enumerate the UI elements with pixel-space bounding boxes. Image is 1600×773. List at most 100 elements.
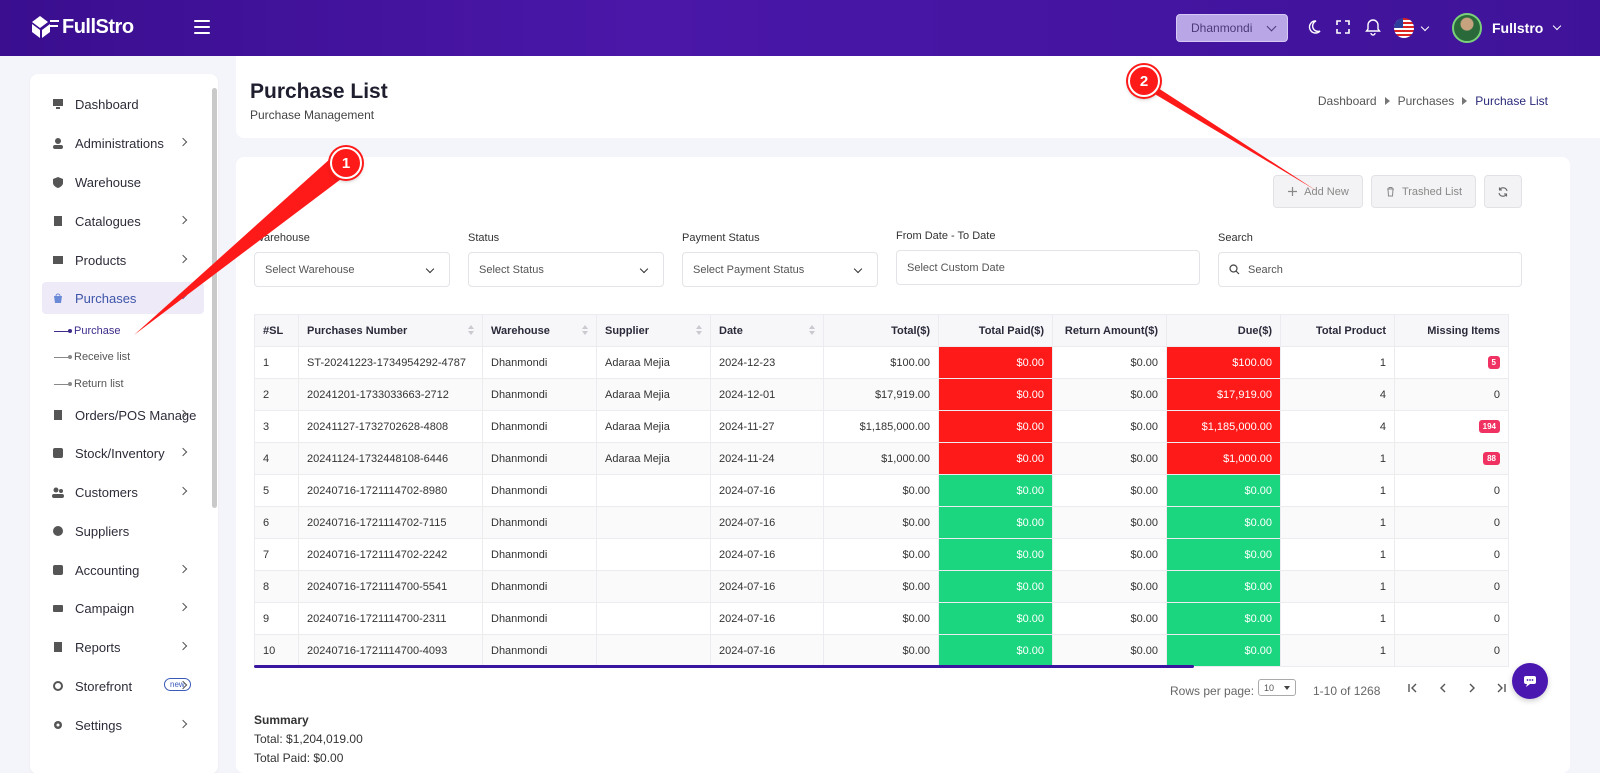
dark-mode-moon-icon[interactable]: [1305, 18, 1325, 38]
table-row[interactable]: 5 20240716-1721114702-8980 Dhanmondi 2024-0…: [254, 474, 1509, 507]
column-header-total-paid[interactable]: Total Paid($): [938, 314, 1053, 347]
rows-per-page-select[interactable]: 10: [1258, 679, 1296, 696]
menu-toggle-icon[interactable]: [194, 20, 210, 34]
us-flag-icon[interactable]: [1394, 18, 1414, 38]
sidebar-item-products[interactable]: Products: [42, 244, 204, 276]
avatar[interactable]: [1452, 13, 1482, 43]
chevron-down-icon[interactable]: [1552, 21, 1562, 31]
cell-missing-items: 88: [1394, 442, 1509, 475]
sidebar-item-reports[interactable]: Reports: [42, 631, 204, 663]
chevron-right-icon: [178, 719, 188, 729]
breadcrumb-separator-icon: [1462, 97, 1468, 105]
sidebar-item-campaign[interactable]: Campaign: [42, 592, 204, 624]
fullscreen-icon[interactable]: [1334, 18, 1354, 38]
table-row[interactable]: 2 20241201-1733033663-2712 Dhanmondi Adaraa…: [254, 378, 1509, 411]
breadcrumb-separator-icon: [1384, 97, 1390, 105]
table-row[interactable]: 9 20240716-1721114700-2311 Dhanmondi 2024-0…: [254, 602, 1509, 635]
cell-return-amount: $0.00: [1052, 378, 1167, 411]
table-row[interactable]: 10 20240716-1721114700-4093 Dhanmondi 2024-…: [254, 634, 1509, 667]
cell-warehouse: Dhanmondi: [482, 506, 597, 539]
warehouse-switcher[interactable]: Dhanmondi: [1176, 14, 1288, 42]
column-header-date[interactable]: Date: [710, 314, 824, 347]
table-row[interactable]: 8 20240716-1721114700-5541 Dhanmondi 2024-0…: [254, 570, 1509, 603]
sidebar-subitem-receive-list[interactable]: Receive list: [54, 347, 130, 367]
previous-page-icon[interactable]: [1436, 681, 1450, 695]
breadcrumb-item-dashboard[interactable]: Dashboard: [1317, 94, 1377, 108]
column-header-sl[interactable]: #SL: [254, 314, 299, 347]
table-header-row: #SL Purchases Number Warehouse Supplier …: [254, 314, 1509, 347]
refresh-icon: [1498, 186, 1508, 197]
chevron-right-icon: [178, 641, 188, 651]
add-new-button[interactable]: Add New: [1273, 175, 1363, 208]
status-filter-select[interactable]: Select Status: [468, 252, 664, 287]
table-row[interactable]: 6 20240716-1721114702-7115 Dhanmondi 2024-0…: [254, 506, 1509, 539]
payment-status-filter-select[interactable]: Select Payment Status: [682, 252, 878, 287]
cell-total-paid: $0.00: [938, 378, 1053, 411]
first-page-icon[interactable]: [1406, 681, 1420, 695]
table-row[interactable]: 1 ST-20241223-1734954292-4787 Dhanmondi Ada…: [254, 346, 1509, 379]
sort-icon: [582, 325, 588, 337]
sidebar-item-dashboard[interactable]: Dashboard: [42, 88, 204, 120]
cell-purchases-number: 20240716-1721114700-4093: [298, 634, 483, 667]
chevron-down-icon[interactable]: [1420, 22, 1430, 32]
sidebar-item-administrations[interactable]: Administrations: [42, 127, 204, 159]
sort-icon: [468, 325, 474, 337]
trash-icon: [1386, 187, 1394, 197]
cell-total-paid: $0.00: [938, 506, 1053, 539]
cell-missing-items: 0: [1394, 634, 1509, 667]
sidebar-subitem-purchase[interactable]: Purchase: [54, 321, 120, 341]
column-header-due[interactable]: Due($): [1166, 314, 1281, 347]
sidebar-item-warehouse[interactable]: Warehouse: [42, 166, 204, 198]
sidebar-item-catalogues[interactable]: Catalogues: [42, 205, 204, 237]
sidebar-item-storefront[interactable]: Storefront new: [42, 670, 204, 702]
app-logo[interactable]: FullStro: [30, 14, 134, 40]
cell-warehouse: Dhanmondi: [482, 442, 597, 475]
table-row[interactable]: 3 20241127-1732702628-4808 Dhanmondi Adaraa…: [254, 410, 1509, 443]
table-row[interactable]: 4 20241124-1732448108-6446 Dhanmondi Adaraa…: [254, 442, 1509, 475]
column-header-warehouse[interactable]: Warehouse: [482, 314, 597, 347]
sidebar-item-settings[interactable]: Settings: [42, 709, 204, 741]
stock-icon: [52, 447, 64, 459]
cell-sl: 3: [254, 410, 299, 443]
next-page-icon[interactable]: [1465, 681, 1479, 695]
search-input[interactable]: Search: [1218, 252, 1522, 287]
cell-due: $0.00: [1166, 570, 1281, 603]
warehouse-filter-select[interactable]: Select Warehouse: [254, 252, 450, 287]
breadcrumb-item-purchases[interactable]: Purchases: [1397, 94, 1455, 108]
trashed-list-button[interactable]: Trashed List: [1371, 175, 1476, 208]
table-row[interactable]: 7 20240716-1721114702-2242 Dhanmondi 2024-0…: [254, 538, 1509, 571]
sidebar-item-customers[interactable]: Customers: [42, 476, 204, 508]
store-icon: [52, 680, 64, 692]
summary-total-paid: Total Paid: $0.00: [254, 751, 344, 765]
sidebar-item-purchases[interactable]: Purchases: [42, 282, 204, 314]
chat-button[interactable]: [1512, 663, 1548, 699]
sidebar-scrollbar[interactable]: [212, 88, 217, 508]
column-header-label: Purchases Number: [307, 324, 408, 337]
notification-bell-icon[interactable]: [1364, 18, 1384, 38]
column-header-purchases-number[interactable]: Purchases Number: [298, 314, 483, 347]
column-header-supplier[interactable]: Supplier: [596, 314, 711, 347]
username[interactable]: Fullstro: [1492, 20, 1544, 36]
cell-total: $17,919.00: [823, 378, 939, 411]
add-new-label: Add New: [1304, 185, 1349, 198]
sidebar-item-suppliers[interactable]: Suppliers: [42, 515, 204, 547]
column-header-total[interactable]: Total($): [823, 314, 939, 347]
sidebar-item-accounting[interactable]: Accounting: [42, 554, 204, 586]
refresh-button[interactable]: [1484, 175, 1522, 208]
column-header-total-product[interactable]: Total Product: [1280, 314, 1395, 347]
date-range-input[interactable]: Select Custom Date: [896, 250, 1200, 285]
cell-purchases-number: 20241124-1732448108-6446: [298, 442, 483, 475]
last-page-icon[interactable]: [1494, 681, 1508, 695]
chat-icon: [1524, 676, 1536, 687]
cell-total-product: 1: [1280, 538, 1395, 571]
sidebar-item-label: Accounting: [75, 562, 140, 578]
sidebar-subitem-return-list[interactable]: Return list: [54, 374, 124, 394]
table-horizontal-scrollbar[interactable]: [254, 665, 1194, 668]
sidebar-item-stock-inventory[interactable]: Stock/Inventory: [42, 437, 204, 469]
column-header-missing-items[interactable]: Missing Items: [1394, 314, 1509, 347]
trashed-list-label: Trashed List: [1401, 185, 1463, 198]
column-header-return-amount[interactable]: Return Amount($): [1052, 314, 1167, 347]
cell-date: 2024-11-27: [710, 410, 824, 443]
sidebar-item-orders-pos[interactable]: Orders/POS Manage: [42, 399, 204, 431]
cell-due: $100.00: [1166, 346, 1281, 379]
